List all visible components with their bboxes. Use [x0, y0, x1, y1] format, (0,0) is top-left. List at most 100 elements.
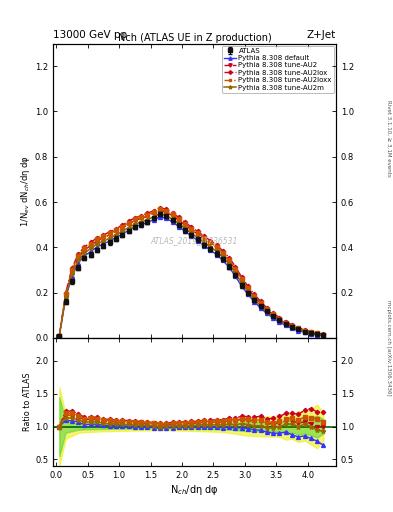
Pythia 8.308 tune-AU2lox	[309, 329, 313, 335]
Pythia 8.308 default	[145, 219, 150, 225]
Pythia 8.308 tune-AU2m	[302, 328, 307, 334]
Pythia 8.308 tune-AU2lox	[132, 215, 137, 221]
Pythia 8.308 default	[95, 244, 99, 250]
Pythia 8.308 default	[158, 214, 162, 220]
Pythia 8.308 tune-AU2	[296, 326, 301, 332]
Pythia 8.308 tune-AU2m	[195, 234, 200, 241]
Pythia 8.308 tune-AU2loxx	[264, 306, 269, 312]
Pythia 8.308 tune-AU2	[214, 245, 219, 251]
Pythia 8.308 tune-AU2m	[220, 254, 225, 261]
Pythia 8.308 default	[296, 328, 301, 334]
Pythia 8.308 default	[151, 217, 156, 223]
Pythia 8.308 tune-AU2lox	[126, 218, 131, 224]
Pythia 8.308 tune-AU2	[258, 301, 263, 307]
Pythia 8.308 tune-AU2m	[239, 280, 244, 286]
Pythia 8.308 tune-AU2m	[183, 226, 187, 232]
Pythia 8.308 tune-AU2loxx	[170, 211, 175, 218]
Pythia 8.308 default	[239, 283, 244, 289]
Pythia 8.308 tune-AU2lox	[95, 234, 99, 241]
Pythia 8.308 tune-AU2m	[132, 221, 137, 227]
Pythia 8.308 tune-AU2lox	[164, 206, 169, 212]
Pythia 8.308 tune-AU2loxx	[139, 214, 143, 220]
Line: Pythia 8.308 tune-AU2m: Pythia 8.308 tune-AU2m	[57, 211, 326, 338]
Pythia 8.308 tune-AU2m	[76, 258, 81, 264]
Pythia 8.308 tune-AU2	[302, 328, 307, 334]
Pythia 8.308 tune-AU2loxx	[202, 234, 206, 241]
Pythia 8.308 tune-AU2	[120, 225, 125, 231]
Pythia 8.308 tune-AU2loxx	[126, 220, 131, 226]
Pythia 8.308 tune-AU2	[233, 266, 238, 272]
Pythia 8.308 tune-AU2loxx	[296, 325, 301, 331]
Pythia 8.308 tune-AU2m	[158, 211, 162, 217]
Pythia 8.308 tune-AU2loxx	[321, 331, 326, 337]
Pythia 8.308 tune-AU2m	[309, 330, 313, 336]
Pythia 8.308 tune-AU2lox	[114, 226, 118, 232]
Pythia 8.308 tune-AU2lox	[214, 242, 219, 248]
Pythia 8.308 tune-AU2loxx	[302, 328, 307, 334]
Pythia 8.308 tune-AU2	[271, 312, 275, 318]
Pythia 8.308 default	[164, 215, 169, 221]
Pythia 8.308 tune-AU2loxx	[120, 223, 125, 229]
Pythia 8.308 tune-AU2loxx	[114, 227, 118, 233]
Pythia 8.308 tune-AU2	[183, 222, 187, 228]
Pythia 8.308 default	[264, 310, 269, 316]
Pythia 8.308 tune-AU2m	[233, 270, 238, 276]
Pythia 8.308 tune-AU2lox	[145, 210, 150, 217]
Pythia 8.308 default	[277, 319, 282, 325]
Pythia 8.308 tune-AU2m	[176, 221, 181, 227]
Pythia 8.308 tune-AU2	[63, 292, 68, 298]
Pythia 8.308 tune-AU2lox	[283, 318, 288, 325]
Pythia 8.308 default	[57, 333, 62, 339]
Pythia 8.308 tune-AU2m	[82, 250, 87, 256]
Pythia 8.308 tune-AU2	[126, 221, 131, 227]
Pythia 8.308 default	[101, 241, 106, 247]
Pythia 8.308 tune-AU2lox	[176, 215, 181, 221]
Pythia 8.308 default	[258, 305, 263, 311]
Pythia 8.308 tune-AU2lox	[264, 305, 269, 311]
Pythia 8.308 tune-AU2	[70, 269, 74, 275]
Pythia 8.308 tune-AU2loxx	[76, 253, 81, 259]
X-axis label: N$_{ch}$/dη dφ: N$_{ch}$/dη dφ	[170, 482, 219, 497]
Pythia 8.308 tune-AU2m	[271, 313, 275, 319]
Pythia 8.308 tune-AU2loxx	[95, 237, 99, 243]
Pythia 8.308 default	[170, 219, 175, 225]
Pythia 8.308 tune-AU2m	[63, 294, 68, 300]
Pythia 8.308 tune-AU2	[264, 307, 269, 313]
Pythia 8.308 tune-AU2loxx	[57, 333, 62, 339]
Pythia 8.308 tune-AU2loxx	[63, 291, 68, 297]
Pythia 8.308 tune-AU2lox	[252, 291, 257, 297]
Pythia 8.308 tune-AU2	[114, 228, 118, 234]
Pythia 8.308 tune-AU2m	[277, 317, 282, 324]
Pythia 8.308 tune-AU2loxx	[82, 245, 87, 251]
Pythia 8.308 tune-AU2lox	[120, 222, 125, 228]
Pythia 8.308 tune-AU2	[277, 316, 282, 323]
Pythia 8.308 tune-AU2lox	[82, 244, 87, 250]
Pythia 8.308 tune-AU2lox	[195, 228, 200, 234]
Pythia 8.308 default	[189, 233, 194, 239]
Pythia 8.308 tune-AU2lox	[271, 310, 275, 316]
Pythia 8.308 tune-AU2m	[315, 331, 320, 337]
Pythia 8.308 tune-AU2	[82, 247, 87, 253]
Pythia 8.308 default	[302, 329, 307, 335]
Text: 13000 GeV pp: 13000 GeV pp	[53, 30, 127, 40]
Pythia 8.308 tune-AU2	[95, 238, 99, 244]
Pythia 8.308 tune-AU2loxx	[158, 206, 162, 212]
Pythia 8.308 tune-AU2m	[296, 326, 301, 332]
Pythia 8.308 tune-AU2lox	[63, 290, 68, 296]
Pythia 8.308 tune-AU2m	[170, 216, 175, 222]
Pythia 8.308 tune-AU2m	[189, 230, 194, 237]
Pythia 8.308 default	[114, 234, 118, 241]
Y-axis label: Ratio to ATLAS: Ratio to ATLAS	[23, 373, 32, 431]
Pythia 8.308 tune-AU2	[170, 212, 175, 219]
Pythia 8.308 tune-AU2lox	[151, 207, 156, 214]
Pythia 8.308 tune-AU2	[88, 243, 93, 249]
Pythia 8.308 default	[220, 258, 225, 264]
Pythia 8.308 default	[176, 223, 181, 229]
Pythia 8.308 tune-AU2	[283, 320, 288, 326]
Pythia 8.308 tune-AU2loxx	[195, 230, 200, 236]
Pythia 8.308 tune-AU2	[176, 217, 181, 223]
Pythia 8.308 tune-AU2m	[145, 217, 150, 223]
Pythia 8.308 default	[195, 238, 200, 244]
Pythia 8.308 tune-AU2loxx	[183, 221, 187, 227]
Pythia 8.308 default	[227, 264, 231, 270]
